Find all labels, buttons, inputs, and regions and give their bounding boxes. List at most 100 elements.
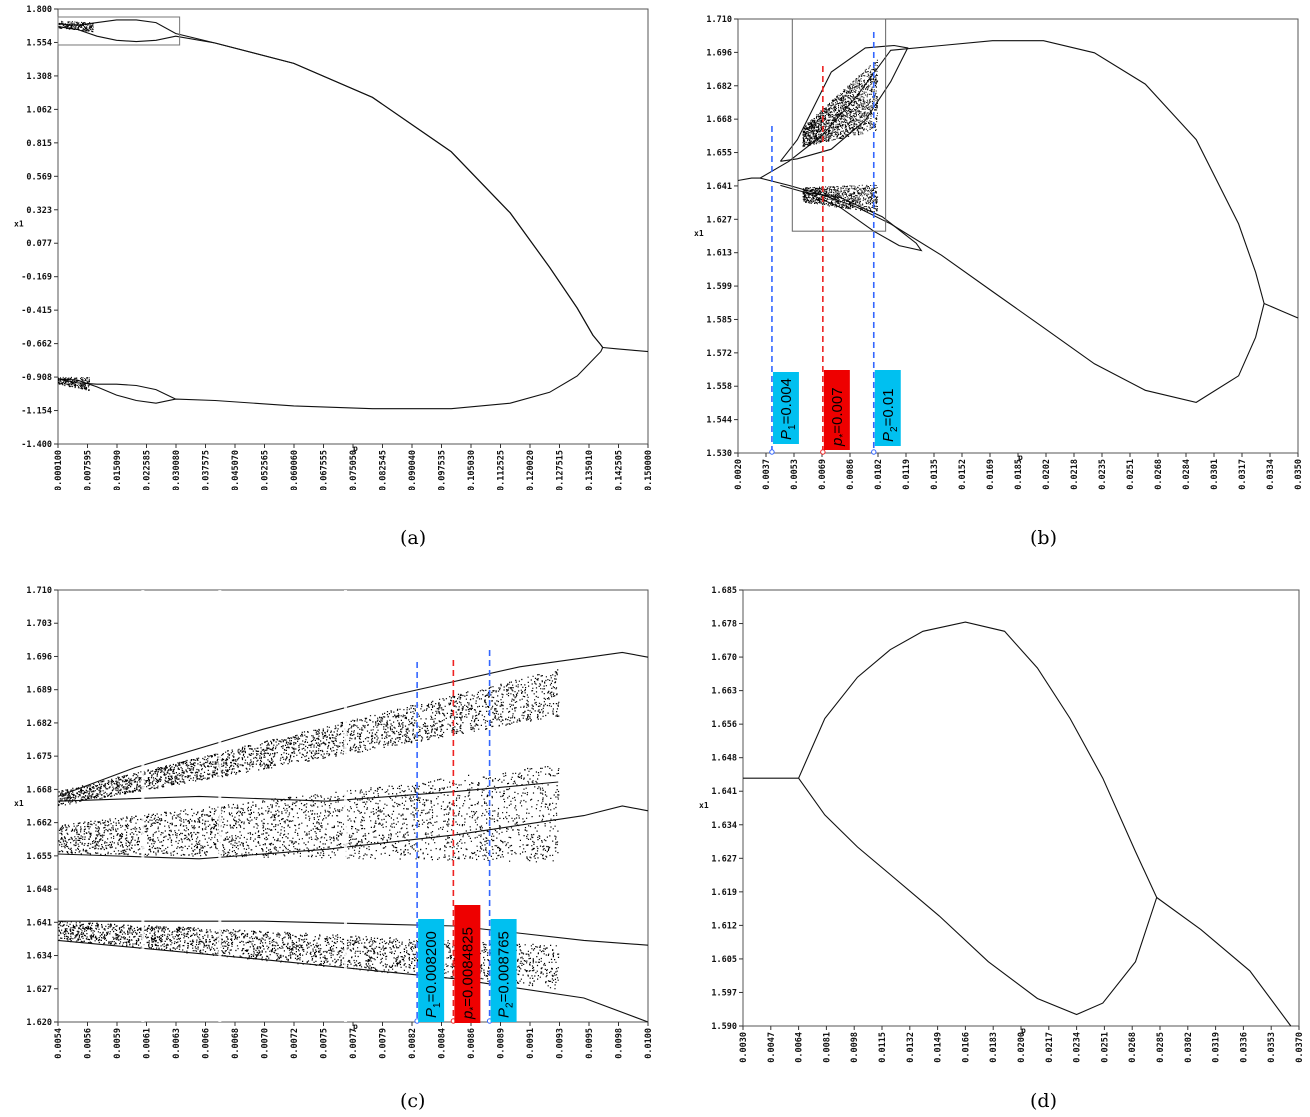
branch-curve [1263, 302, 1299, 319]
chaotic-band [802, 59, 879, 148]
period-doubling-loop [779, 44, 909, 162]
x-tick-label: 0.0030 [739, 1032, 749, 1063]
y-tick-label: 0.323 [26, 206, 52, 216]
chaotic-band [58, 669, 560, 806]
branch-curve [759, 40, 1265, 304]
caption-d: (d) [1030, 1090, 1057, 1112]
chaotic-band [58, 920, 560, 990]
branch-curve [602, 346, 649, 353]
branch-curve [798, 777, 1158, 1016]
y-tick-label: 1.663 [711, 687, 737, 697]
marker-label-subscript: 1 [787, 424, 798, 430]
x-tick-label: 0.0069 [818, 459, 828, 490]
y-tick-label: 1.675 [26, 752, 52, 762]
x-tick-label: 0.0020 [734, 459, 744, 490]
y-tick-label: 1.634 [711, 821, 737, 831]
y-tick-label: 1.308 [26, 72, 52, 82]
panel-d: 1.685 1.678 1.670 1.663 1.656 1.648 1.641 1.634… [653, 578, 1310, 1068]
x-tick-label: 0.112525 [497, 450, 507, 490]
branch-curve [759, 177, 1265, 403]
zoom-rectangle [791, 18, 887, 232]
y-tick-label: 1.612 [711, 921, 737, 931]
y-tick-label: 1.710 [706, 15, 732, 25]
x-tick-label: 0.0086 [846, 459, 856, 490]
y-tick-label: 1.655 [706, 149, 732, 159]
y-tick-label: 1.062 [26, 105, 52, 115]
plot-area [57, 589, 649, 1023]
y-tick-label: 1.656 [711, 720, 737, 730]
marker-label-symbol: P [423, 1008, 440, 1018]
x-tick-label: 0.0064 [795, 1032, 805, 1063]
x-tick-label: 0.075050 [349, 450, 359, 490]
marker-label-box [418, 919, 445, 1022]
y-tick-label: -0.662 [21, 340, 52, 350]
marker-label: P1=0.008200 [423, 931, 443, 1018]
marker-label-subscript: * [468, 1007, 479, 1011]
x-tick-label: 0.0217 [1045, 1032, 1055, 1063]
chaos-region [802, 59, 879, 213]
branch-curve [57, 651, 649, 797]
x-axis-label: p [353, 444, 358, 453]
x-tick-label: 0.097535 [438, 450, 448, 490]
x-tick-label: 0.105030 [467, 450, 477, 490]
y-tick-label: 1.634 [26, 952, 52, 962]
x-tick-label: 0.0169 [986, 459, 996, 490]
x-tick-label: 0.007595 [84, 450, 94, 490]
periodic-window [218, 590, 222, 1022]
x-tick-label: 0.0054 [54, 1028, 64, 1059]
x-tick-label: 0.0218 [1070, 459, 1080, 490]
marker-label-value: =0.008765 [496, 931, 513, 1002]
marker-dot [871, 449, 877, 455]
zoom-rectangle [57, 16, 181, 46]
x-tick-label: 0.030080 [172, 450, 182, 490]
x-tick-label: 0.0268 [1128, 1032, 1138, 1063]
x-tick-label: 0.127515 [556, 450, 566, 490]
x-tick-label: 0.000100 [54, 450, 64, 490]
panel-b: 1.710 1.696 1.682 1.668 1.655 1.641 1.627 1.613… [653, 0, 1310, 500]
x-tick-label: 0.0037 [762, 459, 772, 490]
marker-label-symbol: P [496, 1008, 513, 1018]
x-tick-label: 0.0285 [1156, 1032, 1166, 1063]
x-tick-label: 0.090040 [408, 450, 418, 490]
x-tick-label: 0.0070 [261, 1028, 271, 1059]
x-tick-label: 0.0047 [767, 1032, 777, 1063]
chaotic-band [58, 20, 94, 33]
plot-area [737, 18, 1299, 454]
y-tick-label: 1.689 [26, 686, 52, 696]
caption-b: (b) [1030, 527, 1057, 549]
chart-d: 1.685 1.678 1.670 1.663 1.656 1.648 1.641 1.634… [699, 586, 1305, 1063]
x-tick-label: 0.0072 [290, 1028, 300, 1059]
x-tick-label: 0.037575 [202, 450, 212, 490]
marker-label: P2=0.008765 [496, 931, 516, 1018]
y-tick-label: 1.668 [26, 785, 52, 795]
marker-label: p*=0.0084825 [459, 927, 479, 1020]
y-tick-label: -0.169 [21, 273, 52, 283]
marker-dot [820, 449, 826, 455]
branch-curve [57, 378, 176, 400]
x-tick-label: 0.0152 [958, 459, 968, 490]
chart-c: 1.710 1.703 1.696 1.689 1.682 1.675 1.668 1.662… [14, 586, 653, 1059]
marker-label-subscript: 2 [505, 1002, 516, 1008]
marker-label-box [874, 370, 901, 446]
y-tick-label: 1.648 [711, 754, 737, 764]
branch-curve [57, 781, 559, 802]
marker-label-subscript: * [838, 434, 849, 438]
y-tick-label: 1.682 [706, 82, 732, 92]
y-tick-label: 1.590 [711, 1022, 737, 1032]
y-tick-label: 1.800 [26, 5, 52, 15]
marker-label-subscript: 2 [889, 426, 900, 432]
y-tick-label: 1.685 [711, 586, 737, 596]
marker-label-symbol: P [880, 432, 897, 442]
y-tick-label: 1.627 [26, 985, 52, 995]
panel-a: 1.800 1.554 1.308 1.062 0.815 0.569 0.323 0.077… [0, 0, 653, 490]
y-axis-label: x1 [14, 799, 24, 808]
y-tick-label: 1.544 [706, 416, 732, 426]
x-tick-label: 0.0251 [1100, 1032, 1110, 1063]
y-axis-label: x1 [699, 801, 709, 810]
x-tick-label: 0.0301 [1210, 459, 1220, 490]
x-tick-label: 0.0370 [1295, 1032, 1305, 1063]
branch-curve [737, 177, 761, 182]
x-tick-label: 0.0115 [878, 1032, 888, 1063]
marker-label-value: =0.0084825 [459, 927, 476, 1007]
x-axis-label: p [1018, 453, 1023, 462]
